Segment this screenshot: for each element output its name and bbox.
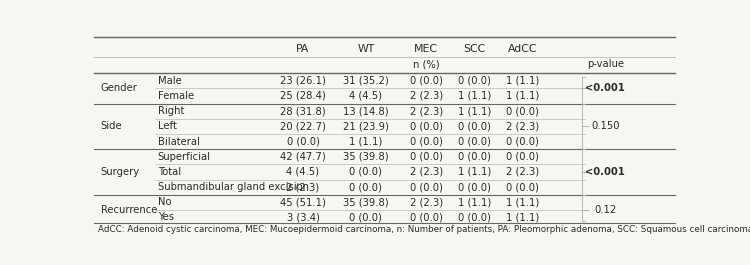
Text: 4 (4.5): 4 (4.5) — [286, 167, 320, 177]
Text: <0.001: <0.001 — [585, 167, 626, 177]
Text: 0.150: 0.150 — [591, 121, 620, 131]
Text: p-value: p-value — [586, 59, 624, 69]
Text: 2 (2.3): 2 (2.3) — [410, 91, 442, 101]
Text: SCC: SCC — [464, 43, 485, 54]
Text: Right: Right — [158, 106, 184, 116]
Text: 0 (0.0): 0 (0.0) — [410, 213, 442, 223]
Text: Gender: Gender — [100, 83, 137, 93]
Text: 23 (26.1): 23 (26.1) — [280, 76, 326, 86]
Text: 0 (0.0): 0 (0.0) — [286, 136, 320, 147]
Text: PA: PA — [296, 43, 310, 54]
Text: 1 (1.1): 1 (1.1) — [506, 213, 539, 223]
Text: AdCC: AdCC — [508, 43, 538, 54]
Text: 28 (31.8): 28 (31.8) — [280, 106, 326, 116]
Text: 2 (2.3): 2 (2.3) — [410, 106, 442, 116]
Text: 0.12: 0.12 — [594, 205, 616, 215]
Text: 13 (14.8): 13 (14.8) — [343, 106, 388, 116]
Text: 0 (0.0): 0 (0.0) — [458, 136, 491, 147]
Text: 0 (0.0): 0 (0.0) — [506, 136, 539, 147]
Text: 25 (28.4): 25 (28.4) — [280, 91, 326, 101]
Text: 21 (23.9): 21 (23.9) — [343, 121, 388, 131]
Text: 2 (2.3): 2 (2.3) — [506, 121, 539, 131]
Text: 1 (1.1): 1 (1.1) — [458, 106, 491, 116]
Text: 2 (2.3): 2 (2.3) — [410, 167, 442, 177]
Text: 0 (0.0): 0 (0.0) — [410, 76, 442, 86]
Text: 1 (1.1): 1 (1.1) — [458, 197, 491, 207]
Text: 42 (47.7): 42 (47.7) — [280, 152, 326, 162]
Text: No: No — [158, 197, 171, 207]
Text: 2 (2.3): 2 (2.3) — [410, 197, 442, 207]
Text: 4 (4.5): 4 (4.5) — [350, 91, 382, 101]
Text: 35 (39.8): 35 (39.8) — [343, 197, 388, 207]
Text: 0 (0.0): 0 (0.0) — [458, 182, 491, 192]
Text: 0 (0.0): 0 (0.0) — [350, 213, 382, 223]
Text: n (%): n (%) — [413, 59, 440, 69]
Text: 1 (1.1): 1 (1.1) — [458, 167, 491, 177]
Text: Submandibular gland excision: Submandibular gland excision — [158, 182, 309, 192]
Text: <0.001: <0.001 — [585, 83, 626, 93]
Text: 1 (1.1): 1 (1.1) — [506, 76, 539, 86]
Text: MEC: MEC — [414, 43, 438, 54]
Text: 0 (0.0): 0 (0.0) — [350, 182, 382, 192]
Text: 1 (1.1): 1 (1.1) — [458, 91, 491, 101]
Text: 45 (51.1): 45 (51.1) — [280, 197, 326, 207]
Text: 3 (3.4): 3 (3.4) — [286, 213, 320, 223]
Text: 2 (2.3): 2 (2.3) — [286, 182, 320, 192]
Text: 35 (39.8): 35 (39.8) — [343, 152, 388, 162]
Text: Side: Side — [100, 121, 122, 131]
Text: 0 (0.0): 0 (0.0) — [458, 76, 491, 86]
Text: 0 (0.0): 0 (0.0) — [506, 106, 539, 116]
Text: 0 (0.0): 0 (0.0) — [506, 152, 539, 162]
Text: Surgery: Surgery — [100, 167, 140, 177]
Text: AdCC: Adenoid cystic carcinoma, MEC: Mucoepidermoid carcinoma, n: Number of pati: AdCC: Adenoid cystic carcinoma, MEC: Muc… — [98, 225, 750, 234]
Text: 0 (0.0): 0 (0.0) — [410, 121, 442, 131]
Text: 0 (0.0): 0 (0.0) — [350, 167, 382, 177]
Text: 0 (0.0): 0 (0.0) — [458, 121, 491, 131]
Text: 2 (2.3): 2 (2.3) — [506, 167, 539, 177]
Text: 31 (35.2): 31 (35.2) — [343, 76, 388, 86]
Text: 0 (0.0): 0 (0.0) — [506, 182, 539, 192]
Text: Female: Female — [158, 91, 194, 101]
Text: Superficial: Superficial — [158, 152, 211, 162]
Text: Total: Total — [158, 167, 181, 177]
Text: WT: WT — [357, 43, 374, 54]
Text: 0 (0.0): 0 (0.0) — [458, 152, 491, 162]
Text: Left: Left — [158, 121, 176, 131]
Text: 1 (1.1): 1 (1.1) — [506, 197, 539, 207]
Text: 0 (0.0): 0 (0.0) — [458, 213, 491, 223]
Text: 0 (0.0): 0 (0.0) — [410, 182, 442, 192]
Text: 20 (22.7): 20 (22.7) — [280, 121, 326, 131]
Text: Bilateral: Bilateral — [158, 136, 200, 147]
Text: Recurrence: Recurrence — [100, 205, 157, 215]
Text: 1 (1.1): 1 (1.1) — [350, 136, 382, 147]
Text: 0 (0.0): 0 (0.0) — [410, 152, 442, 162]
Text: Male: Male — [158, 76, 182, 86]
Text: 1 (1.1): 1 (1.1) — [506, 91, 539, 101]
Text: Yes: Yes — [158, 213, 174, 223]
Text: 0 (0.0): 0 (0.0) — [410, 136, 442, 147]
